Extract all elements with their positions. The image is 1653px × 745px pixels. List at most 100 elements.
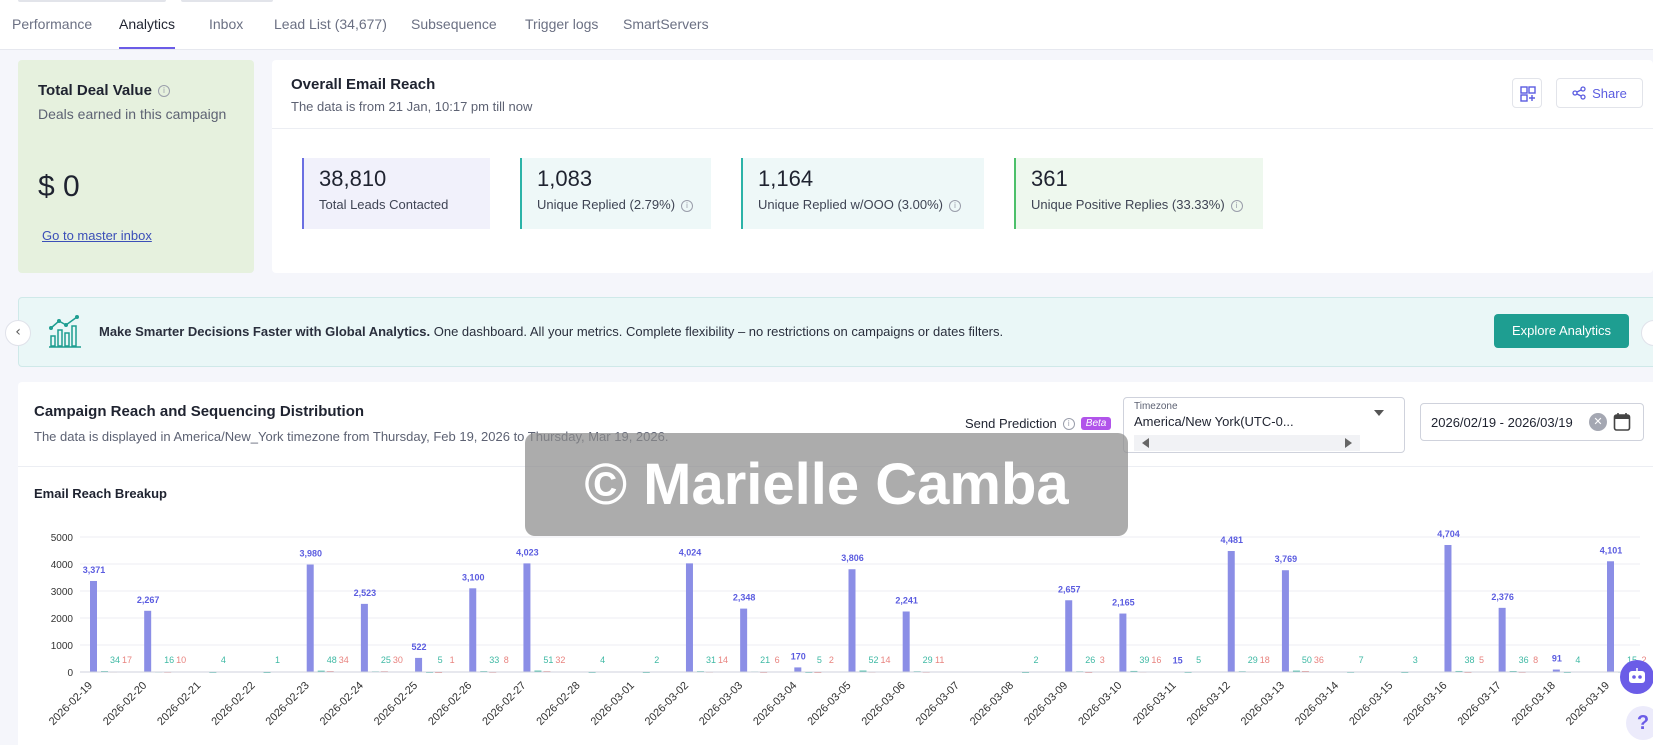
data-label: 7 <box>1359 655 1364 665</box>
info-icon[interactable]: i <box>157 85 170 98</box>
x-tick-label: 2026-03-03 <box>697 680 745 728</box>
info-icon[interactable]: i <box>1230 199 1243 212</box>
data-label: 34 <box>110 655 120 665</box>
data-label: 2 <box>829 655 834 665</box>
data-label: 2,657 <box>1058 584 1081 594</box>
clear-icon[interactable]: ✕ <box>1589 413 1607 431</box>
data-label: 4,023 <box>516 547 539 557</box>
x-tick-label: 2026-03-07 <box>914 680 962 728</box>
data-label: 4,481 <box>1220 535 1243 545</box>
data-label: 2,241 <box>895 595 918 605</box>
tab-lead-list[interactable]: Lead List (34,677) <box>274 16 387 32</box>
data-label: 3,769 <box>1275 554 1298 564</box>
data-label: 2 <box>654 655 659 665</box>
global-analytics-banner: Make Smarter Decisions Faster with Globa… <box>18 297 1653 367</box>
explore-analytics-button[interactable]: Explore Analytics <box>1494 314 1629 348</box>
data-label: 52 <box>868 655 878 665</box>
tab-trigger-logs[interactable]: Trigger logs <box>525 16 599 32</box>
layout-button[interactable] <box>1512 78 1542 108</box>
email-reach-card: Overall Email Reach The data is from 21 … <box>272 60 1653 273</box>
deal-title-text: Total Deal Value <box>38 82 152 99</box>
data-label: 26 <box>1085 655 1095 665</box>
banner-prev-button[interactable]: ‹ <box>5 320 31 346</box>
info-icon[interactable]: i <box>1062 417 1075 430</box>
data-label: 522 <box>412 642 427 652</box>
x-tick-label: 2026-03-17 <box>1455 680 1503 728</box>
stat-label: Unique Positive Replies (33.33%) i <box>1031 197 1243 212</box>
bar-reach <box>1065 600 1073 672</box>
tab-inbox[interactable]: Inbox <box>209 16 244 32</box>
bar-replied <box>859 670 867 672</box>
data-label: 8 <box>504 655 509 665</box>
x-tick-label: 2026-03-14 <box>1293 680 1341 728</box>
x-tick-label: 2026-02-19 <box>47 680 95 728</box>
stat-unique-replied-ooo: 1,164 Unique Replied w/OOO (3.00%) i <box>741 158 984 229</box>
x-tick-label: 2026-03-04 <box>751 680 799 728</box>
tab-analytics[interactable]: Analytics <box>119 16 176 49</box>
data-label: 15 <box>1173 656 1183 666</box>
tab-performance[interactable]: Performance <box>12 16 93 32</box>
campaign-title: Campaign Reach and Sequencing Distributi… <box>34 403 365 420</box>
banner-message-bold: Make Smarter Decisions Faster with Globa… <box>99 324 431 339</box>
tab-bar-indicator <box>18 0 166 2</box>
bar-reach <box>685 563 693 672</box>
master-inbox-link[interactable]: Go to master inbox <box>42 228 152 243</box>
stat-value: 361 <box>1031 166 1068 191</box>
x-tick-label: 2026-03-02 <box>643 680 691 728</box>
chatbot-button[interactable] <box>1620 660 1653 694</box>
x-tick-label: 2026-03-09 <box>1022 680 1070 728</box>
tab-bar-indicator <box>181 0 273 2</box>
bar-reach <box>1227 551 1235 672</box>
data-label: 48 <box>327 655 337 665</box>
data-label: 18 <box>1260 655 1270 665</box>
share-button[interactable]: Share <box>1556 78 1643 108</box>
x-tick-label: 2026-03-08 <box>968 680 1016 728</box>
bar-reach <box>902 611 910 672</box>
date-range-input[interactable]: 2026/02/19 - 2026/03/19 ✕ <box>1420 403 1644 441</box>
info-icon[interactable]: i <box>948 199 961 212</box>
scroll-right-icon[interactable] <box>1345 438 1352 448</box>
scroll-left-icon[interactable] <box>1142 438 1149 448</box>
calendar-icon[interactable] <box>1613 412 1631 432</box>
x-tick-label: 2026-03-05 <box>805 680 853 728</box>
timezone-scrollbar[interactable] <box>1134 435 1360 451</box>
campaign-subtitle: The data is displayed in America/New_Yor… <box>34 429 669 444</box>
data-label: 5 <box>438 655 443 665</box>
x-tick-label: 2026-03-11 <box>1131 680 1179 728</box>
help-button[interactable]: ? <box>1626 706 1653 740</box>
bar-reach <box>1119 613 1127 672</box>
x-tick-label: 2026-02-26 <box>426 680 474 728</box>
bar-reach <box>415 657 423 672</box>
timezone-select[interactable]: Timezone America/New York(UTC-0... <box>1123 397 1405 453</box>
x-tick-label: 2026-02-21 <box>155 680 203 728</box>
y-tick-label: 3000 <box>51 587 74 598</box>
data-label: 31 <box>706 655 716 665</box>
x-tick-label: 2026-02-27 <box>480 680 528 728</box>
analytics-chart-icon <box>49 315 81 348</box>
tab-smartservers[interactable]: SmartServers <box>623 16 709 32</box>
data-label: 38 <box>1464 655 1474 665</box>
x-tick-label: 2026-03-13 <box>1239 680 1287 728</box>
bar-reach <box>740 608 748 672</box>
bar-reach <box>794 667 802 672</box>
deal-value-card: Total Deal Value i Deals earned in this c… <box>18 60 254 273</box>
data-label: 3,371 <box>83 565 106 575</box>
info-icon[interactable]: i <box>681 199 694 212</box>
stat-value: 1,083 <box>537 166 593 191</box>
deal-value: $ 0 <box>38 170 80 203</box>
x-tick-label: 2026-02-20 <box>101 680 149 728</box>
data-label: 91 <box>1552 654 1562 664</box>
send-prediction: Send Prediction i Beta <box>965 416 1112 431</box>
date-range-value: 2026/02/19 - 2026/03/19 <box>1431 415 1573 430</box>
stat-total-leads: 38,810 Total Leads Contacted <box>302 158 490 229</box>
data-label: 33 <box>489 655 499 665</box>
data-label: 4,024 <box>679 547 702 557</box>
x-tick-label: 2026-03-19 <box>1564 680 1612 728</box>
stat-unique-positive: 361 Unique Positive Replies (33.33%) i <box>1014 158 1263 229</box>
data-label: 6 <box>775 655 780 665</box>
data-label: 4,101 <box>1600 545 1623 555</box>
y-tick-label: 1000 <box>51 641 74 652</box>
data-label: 2,165 <box>1112 598 1135 608</box>
tab-subsequence[interactable]: Subsequence <box>411 16 497 32</box>
